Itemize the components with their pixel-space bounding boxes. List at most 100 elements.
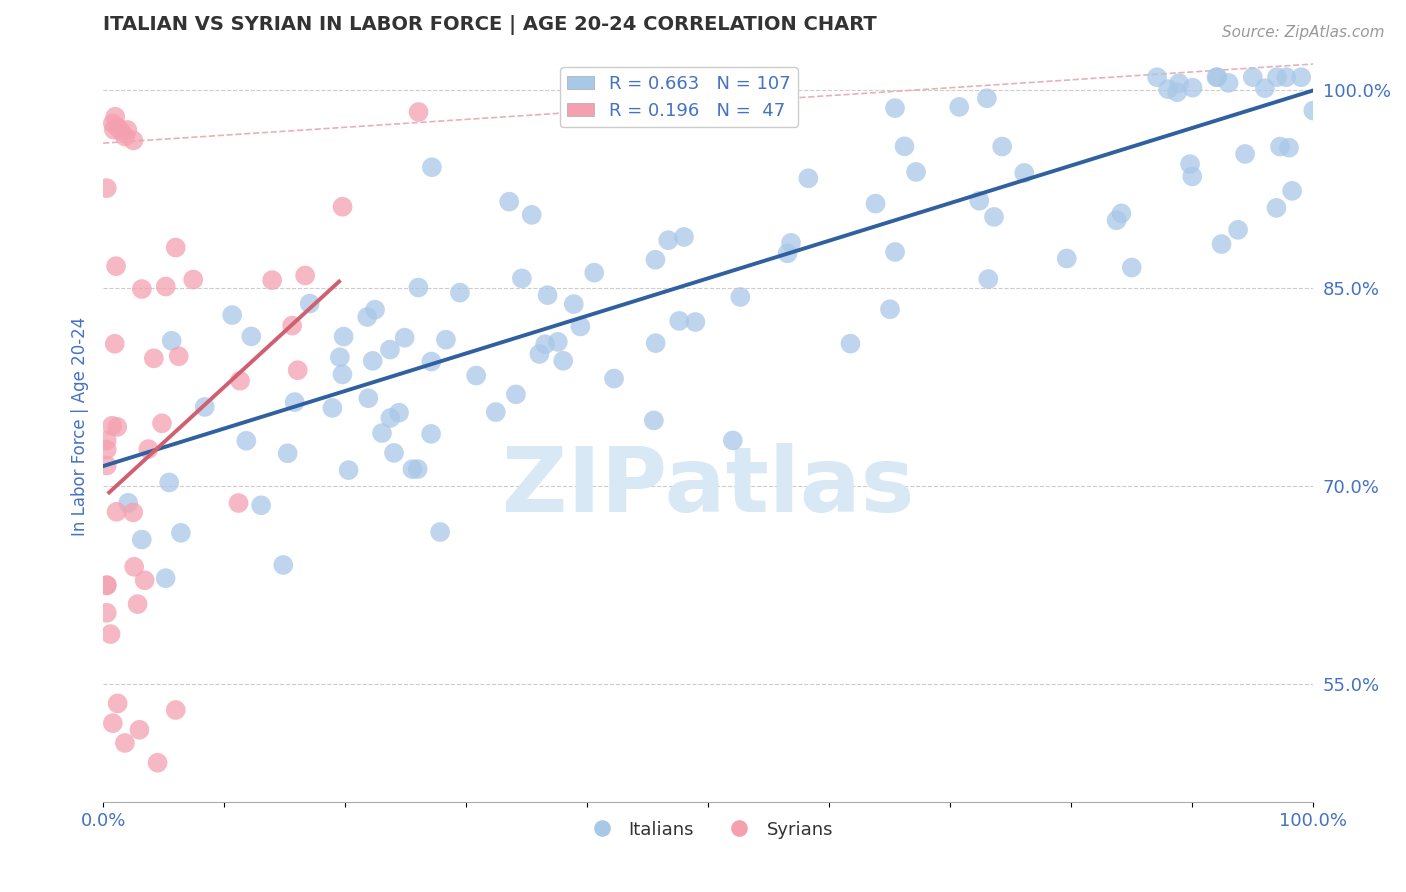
Syrians: [155, 279, 177, 293]
Italians: [221, 308, 243, 322]
Italians: [420, 354, 443, 368]
Italians: [298, 296, 321, 310]
Italians: [388, 406, 411, 420]
Italians: [1111, 206, 1133, 220]
Italians: [1121, 260, 1143, 275]
Italians: [1227, 223, 1250, 237]
Syrians: [228, 496, 250, 510]
Italians: [976, 91, 998, 105]
Italians: [1211, 237, 1233, 252]
Syrians: [107, 120, 129, 135]
Italians: [1168, 76, 1191, 90]
Italians: [1056, 252, 1078, 266]
Syrians: [122, 505, 145, 519]
Syrians: [332, 200, 354, 214]
Italians: [394, 331, 416, 345]
Italians: [420, 426, 443, 441]
Italians: [155, 571, 177, 585]
Syrians: [104, 336, 127, 351]
Syrians: [107, 697, 129, 711]
Italians: [668, 314, 690, 328]
Syrians: [150, 417, 173, 431]
Syrians: [96, 458, 118, 473]
Syrians: [142, 351, 165, 366]
Italians: [1275, 70, 1298, 85]
Italians: [420, 160, 443, 174]
Italians: [1105, 213, 1128, 227]
Syrians: [408, 105, 430, 120]
Italians: [776, 246, 799, 260]
Italians: [893, 139, 915, 153]
Syrians: [103, 122, 125, 136]
Syrians: [110, 124, 132, 138]
Italians: [780, 235, 803, 250]
Italians: [485, 405, 508, 419]
Italians: [371, 425, 394, 440]
Italians: [1265, 201, 1288, 215]
Italians: [465, 368, 488, 383]
Syrians: [127, 597, 149, 611]
Syrians: [96, 434, 118, 448]
Italians: [434, 333, 457, 347]
Italians: [905, 165, 928, 179]
Italians: [730, 290, 752, 304]
Italians: [1218, 76, 1240, 90]
Syrians: [146, 756, 169, 770]
Italians: [1254, 81, 1277, 95]
Italians: [1302, 103, 1324, 118]
Italians: [250, 498, 273, 512]
Italians: [553, 353, 575, 368]
Syrians: [96, 181, 118, 195]
Syrians: [136, 442, 159, 456]
Italians: [271, 558, 294, 572]
Italians: [329, 350, 352, 364]
Italians: [969, 194, 991, 208]
Italians: [1289, 70, 1312, 85]
Italians: [332, 329, 354, 343]
Italians: [235, 434, 257, 448]
Syrians: [101, 116, 124, 130]
Italians: [562, 297, 585, 311]
Italians: [1206, 70, 1229, 85]
Italians: [644, 336, 666, 351]
Italians: [337, 463, 360, 477]
Legend: Italians, Syrians: Italians, Syrians: [576, 814, 841, 846]
Italians: [1265, 70, 1288, 85]
Italians: [160, 334, 183, 348]
Syrians: [105, 505, 128, 519]
Italians: [520, 208, 543, 222]
Italians: [356, 310, 378, 324]
Syrians: [122, 133, 145, 147]
Italians: [547, 334, 569, 349]
Italians: [583, 266, 606, 280]
Syrians: [100, 627, 122, 641]
Italians: [429, 524, 451, 539]
Syrians: [104, 110, 127, 124]
Syrians: [262, 273, 284, 287]
Italians: [505, 387, 527, 401]
Italians: [884, 244, 907, 259]
Italians: [529, 347, 551, 361]
Text: Source: ZipAtlas.com: Source: ZipAtlas.com: [1222, 25, 1385, 40]
Italians: [170, 525, 193, 540]
Syrians: [181, 272, 204, 286]
Italians: [406, 462, 429, 476]
Italians: [534, 337, 557, 351]
Syrians: [96, 442, 118, 457]
Italians: [284, 395, 307, 409]
Italians: [1157, 82, 1180, 96]
Syrians: [114, 736, 136, 750]
Italians: [1146, 70, 1168, 85]
Syrians: [101, 716, 124, 731]
Italians: [1241, 70, 1264, 85]
Syrians: [131, 282, 153, 296]
Italians: [685, 315, 707, 329]
Italians: [380, 411, 402, 425]
Italians: [194, 400, 217, 414]
Italians: [449, 285, 471, 300]
Italians: [382, 446, 405, 460]
Italians: [884, 101, 907, 115]
Italians: [983, 210, 1005, 224]
Syrians: [122, 559, 145, 574]
Syrians: [114, 129, 136, 144]
